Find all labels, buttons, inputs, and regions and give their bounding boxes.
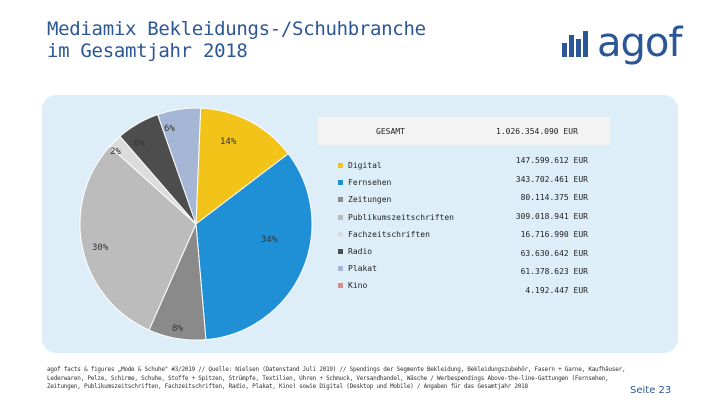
pie-slice-fernsehen <box>195 152 313 341</box>
legend-label: Kino <box>348 281 368 291</box>
legend-label: Fachzeitschriften <box>348 229 430 239</box>
percent-label-radio: 6% <box>134 139 145 149</box>
legend-swatch <box>338 231 343 237</box>
value-fachzeitschriften: 16.716.990 EUR <box>520 230 588 239</box>
pie-slice-plakat <box>157 107 202 225</box>
value-radio: 63.630.642 EUR <box>520 249 588 258</box>
legend-label: Digital <box>348 161 382 170</box>
percent-label-fachzeitschriften: 2% <box>110 147 121 157</box>
legend-label: Fernsehen <box>348 178 392 188</box>
legend-swatch <box>338 249 343 254</box>
percent-label-publikumszeitschriften: 30% <box>92 243 109 253</box>
legend-swatch <box>338 197 343 203</box>
legend-label: Plakat <box>348 264 377 274</box>
title-line-2: im Gesamtjahr 2018 <box>47 40 248 62</box>
value-publikumszeitschriften: 309.018.941 EUR <box>515 212 588 221</box>
legend-swatch <box>338 214 343 220</box>
legend-swatch <box>338 163 343 168</box>
bar-chart-icon <box>562 31 588 57</box>
page-number: Seite 23 <box>630 385 672 396</box>
percent-label-digital: 14% <box>220 137 237 147</box>
total-value: 1.026.354.090 EUR <box>496 127 578 136</box>
logo-text: agof <box>597 20 682 66</box>
legend-swatch <box>338 180 343 186</box>
value-kino: 4.192.447 EUR <box>525 286 588 295</box>
agof-logo <box>562 31 588 57</box>
percent-label-fernsehen: 34% <box>261 235 278 245</box>
legend-label: Radio <box>348 247 373 256</box>
legend-swatch <box>338 266 343 272</box>
value-digital: 147.599.612 EUR <box>515 156 588 165</box>
pie-slice-digital <box>195 107 289 226</box>
legend-label: Zeitungen <box>348 195 392 205</box>
title-line-1: Mediamix Bekleidungs-/Schuhbranche <box>47 18 426 40</box>
value-plakat: 61.378.623 EUR <box>520 267 588 276</box>
source-note: agof facts & figures „Mode & Schuhe" #3/… <box>47 366 626 390</box>
percent-label-plakat: 6% <box>164 124 175 134</box>
legend-swatch <box>338 283 343 289</box>
pie-slice-publikumszeitschriften <box>79 145 197 331</box>
total-label: GESAMT <box>376 127 405 136</box>
legend-label: Publikumszeitschriften <box>348 212 454 222</box>
value-fernsehen: 343.702.461 EUR <box>515 175 588 184</box>
total-box <box>318 117 610 145</box>
value-zeitungen: 80.114.375 EUR <box>520 193 588 202</box>
percent-label-zeitungen: 8% <box>172 324 183 334</box>
page-title: Mediamix Bekleidungs-/Schuhbranche im Ge… <box>47 18 517 62</box>
